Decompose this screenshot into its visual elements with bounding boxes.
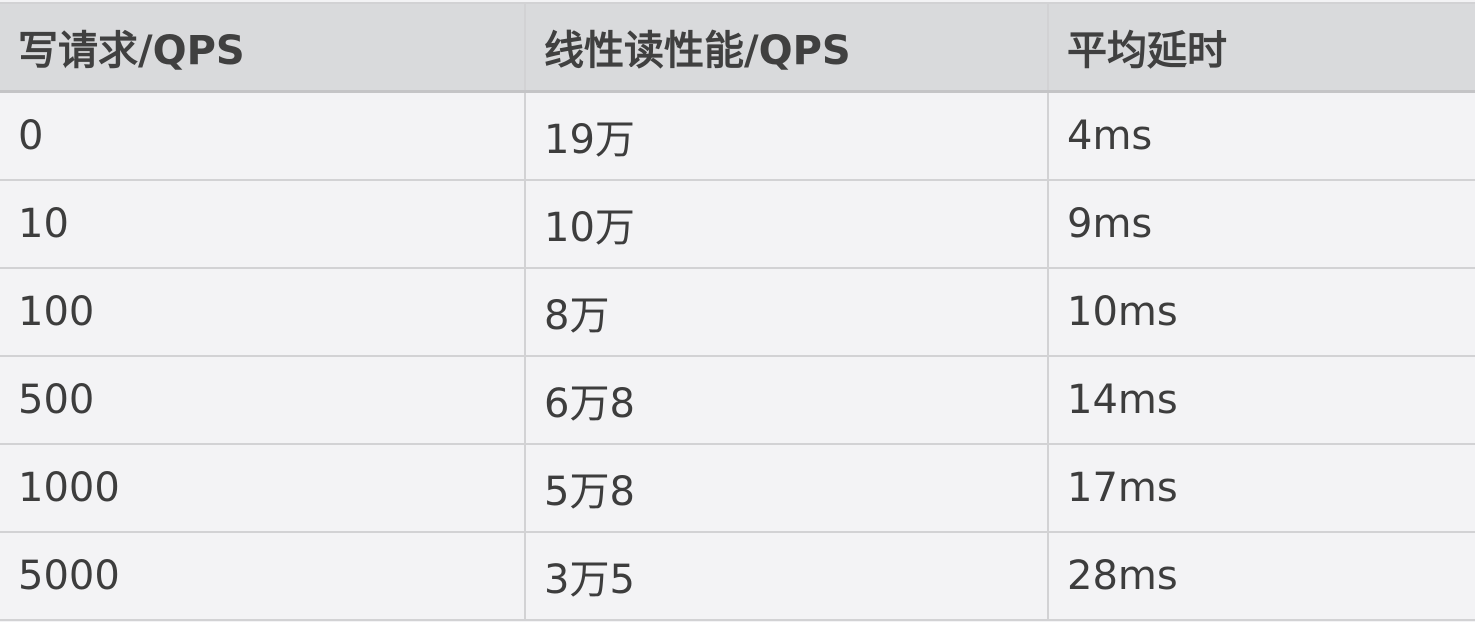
cell-linear-read-qps: 3万5 [524,531,1049,621]
cell-write-qps: 10 [0,179,526,269]
table-row: 100 8万 10ms [0,267,1475,357]
table-row: 1000 5万8 17ms [0,443,1475,533]
cell-write-qps: 5000 [0,531,526,621]
cell-linear-read-qps: 5万8 [524,443,1049,533]
header-write-qps: 写请求/QPS [0,2,526,93]
table-row: 0 19万 4ms [0,90,1475,181]
header-linear-read-qps: 线性读性能/QPS [524,2,1049,93]
cell-linear-read-qps: 6万8 [524,355,1049,445]
cell-avg-latency: 9ms [1047,179,1475,269]
cell-linear-read-qps: 10万 [524,179,1049,269]
table-row: 500 6万8 14ms [0,355,1475,445]
cell-write-qps: 1000 [0,443,526,533]
cell-avg-latency: 14ms [1047,355,1475,445]
cell-avg-latency: 10ms [1047,267,1475,357]
table-row: 10 10万 9ms [0,179,1475,269]
cell-avg-latency: 4ms [1047,90,1475,181]
cell-linear-read-qps: 8万 [524,267,1049,357]
cell-avg-latency: 28ms [1047,531,1475,621]
cell-write-qps: 100 [0,267,526,357]
header-row: 写请求/QPS 线性读性能/QPS 平均延时 [0,2,1475,93]
cell-write-qps: 500 [0,355,526,445]
header-avg-latency: 平均延时 [1047,2,1475,93]
cell-avg-latency: 17ms [1047,443,1475,533]
cell-linear-read-qps: 19万 [524,90,1049,181]
cell-write-qps: 0 [0,90,526,181]
table-row: 5000 3万5 28ms [0,531,1475,621]
